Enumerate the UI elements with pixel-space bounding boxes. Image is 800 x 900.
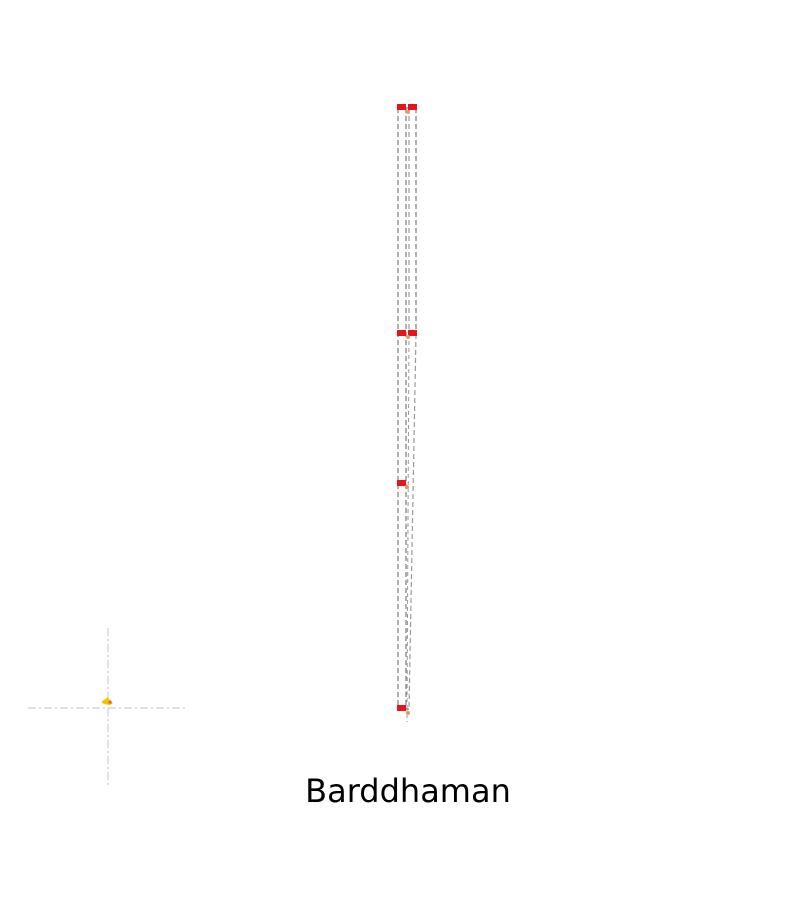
station-name: Barddhaman [305, 772, 511, 810]
location-marker-dot-icon [108, 700, 112, 704]
signal-marker [397, 480, 406, 486]
junction-point [406, 110, 410, 114]
signal-marker [408, 330, 417, 336]
signal-marker [397, 330, 406, 336]
track-lines [397, 107, 417, 722]
junction-point [406, 711, 410, 715]
junction-point [406, 335, 410, 339]
reference-crosshair [28, 628, 188, 788]
signal-markers [397, 104, 417, 711]
signal-marker [397, 104, 406, 110]
track-line-diverging [408, 333, 417, 710]
junction-point [405, 485, 409, 489]
signal-marker [408, 104, 417, 110]
signal-marker [397, 705, 406, 711]
track-line-inner-lower [406, 333, 410, 710]
junction-points [405, 110, 410, 715]
